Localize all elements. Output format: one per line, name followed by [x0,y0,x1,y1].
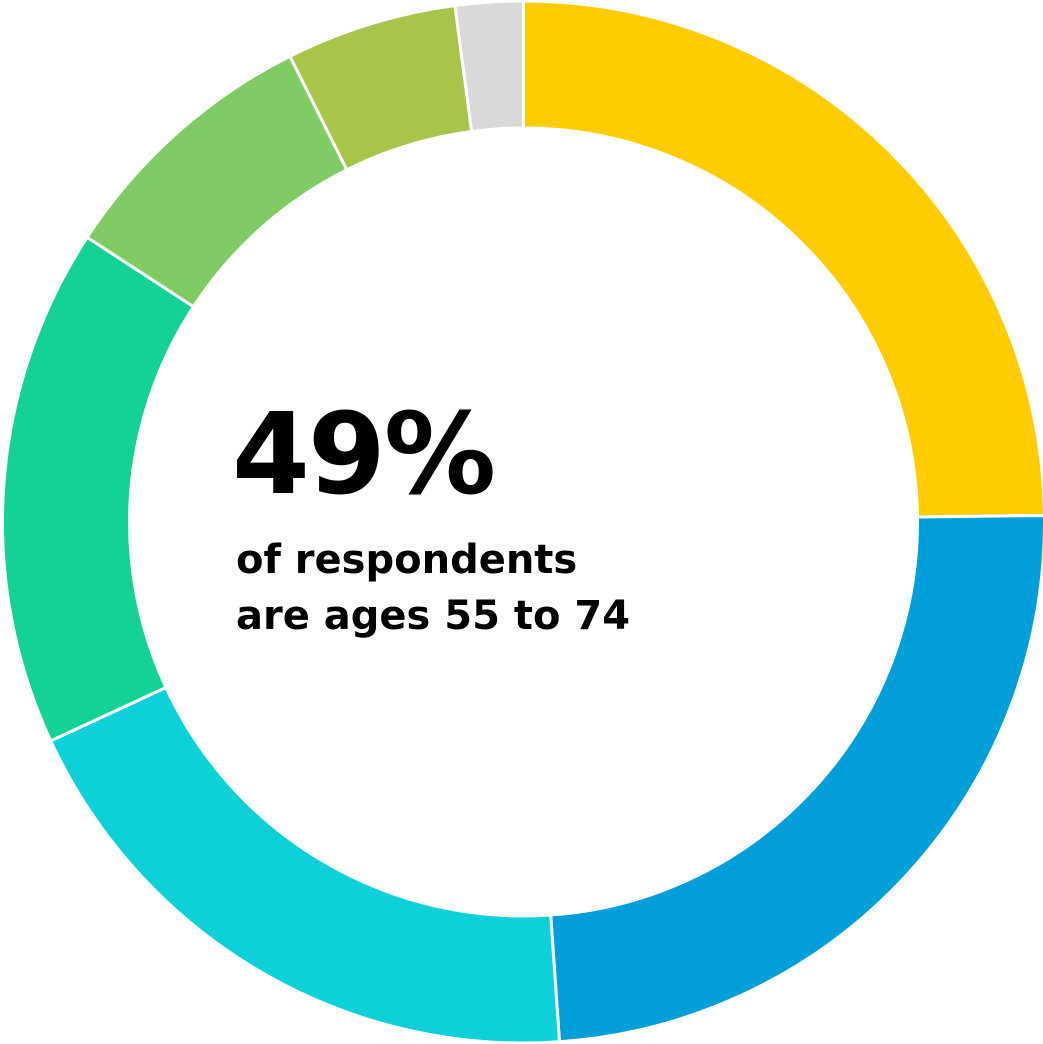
donut-slice-2 [549,513,1043,1044]
center-annotation: 49% of respondents are ages 55 to 74 [232,392,756,644]
donut-slice-1 [522,0,1043,519]
annotation-line-1: of respondents [236,537,578,583]
donut-slice-3 [48,685,562,1044]
donut-slice-7 [453,0,525,134]
annotation-value: 49% [232,390,496,520]
annotation-line-2: are ages 55 to 74 [236,593,631,639]
donut-slice-4 [1,235,196,743]
annotation-caption: of respondents are ages 55 to 74 [236,532,756,644]
